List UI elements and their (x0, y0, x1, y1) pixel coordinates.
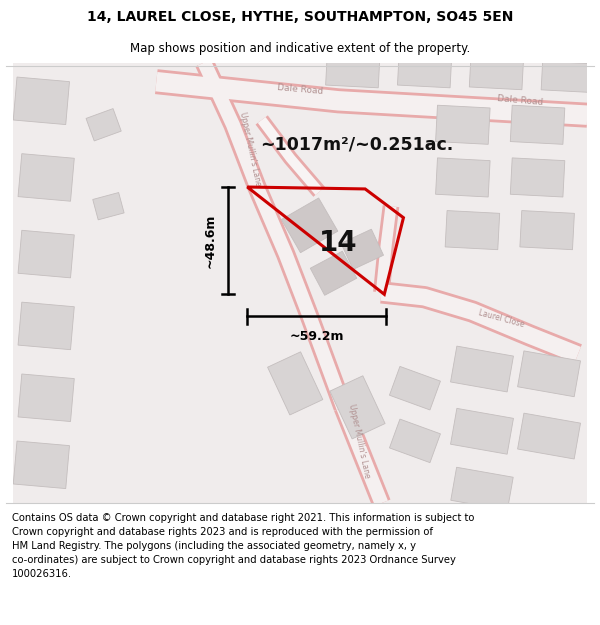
Text: 14: 14 (319, 229, 358, 257)
FancyBboxPatch shape (510, 105, 565, 144)
Text: Contains OS data © Crown copyright and database right 2021. This information is : Contains OS data © Crown copyright and d… (12, 512, 475, 579)
FancyBboxPatch shape (389, 419, 440, 462)
FancyBboxPatch shape (445, 211, 500, 249)
FancyBboxPatch shape (451, 468, 513, 510)
FancyBboxPatch shape (397, 56, 452, 88)
FancyBboxPatch shape (451, 408, 514, 454)
FancyBboxPatch shape (436, 158, 490, 197)
FancyBboxPatch shape (341, 229, 383, 269)
FancyBboxPatch shape (86, 109, 121, 141)
FancyBboxPatch shape (18, 230, 74, 278)
FancyBboxPatch shape (330, 376, 385, 439)
FancyBboxPatch shape (451, 346, 514, 392)
FancyBboxPatch shape (510, 158, 565, 197)
FancyBboxPatch shape (18, 302, 74, 349)
Text: Laurel Close: Laurel Close (477, 308, 525, 329)
FancyBboxPatch shape (18, 154, 74, 201)
Text: Upper Mullin's Lane: Upper Mullin's Lane (347, 403, 371, 479)
FancyBboxPatch shape (310, 251, 357, 295)
Text: 14, LAUREL CLOSE, HYTHE, SOUTHAMPTON, SO45 5EN: 14, LAUREL CLOSE, HYTHE, SOUTHAMPTON, SO… (87, 10, 513, 24)
FancyBboxPatch shape (18, 374, 74, 421)
Text: ~1017m²/~0.251ac.: ~1017m²/~0.251ac. (260, 136, 453, 154)
Polygon shape (13, 62, 587, 503)
FancyBboxPatch shape (281, 198, 338, 252)
FancyBboxPatch shape (469, 58, 523, 90)
Text: ~48.6m: ~48.6m (203, 214, 217, 268)
FancyBboxPatch shape (389, 366, 440, 410)
FancyBboxPatch shape (518, 351, 581, 397)
FancyBboxPatch shape (13, 441, 70, 489)
FancyBboxPatch shape (520, 211, 574, 249)
FancyBboxPatch shape (93, 192, 124, 220)
FancyBboxPatch shape (268, 352, 323, 415)
Text: Dale Road: Dale Road (277, 83, 323, 96)
Text: Map shows position and indicative extent of the property.: Map shows position and indicative extent… (130, 42, 470, 54)
FancyBboxPatch shape (518, 413, 581, 459)
FancyBboxPatch shape (326, 56, 380, 88)
FancyBboxPatch shape (541, 61, 595, 92)
FancyBboxPatch shape (13, 77, 70, 124)
Text: Dale Road: Dale Road (497, 94, 544, 108)
Text: Upper Mullin's Lane: Upper Mullin's Lane (238, 111, 262, 187)
Text: ~59.2m: ~59.2m (290, 330, 344, 342)
FancyBboxPatch shape (436, 105, 490, 144)
